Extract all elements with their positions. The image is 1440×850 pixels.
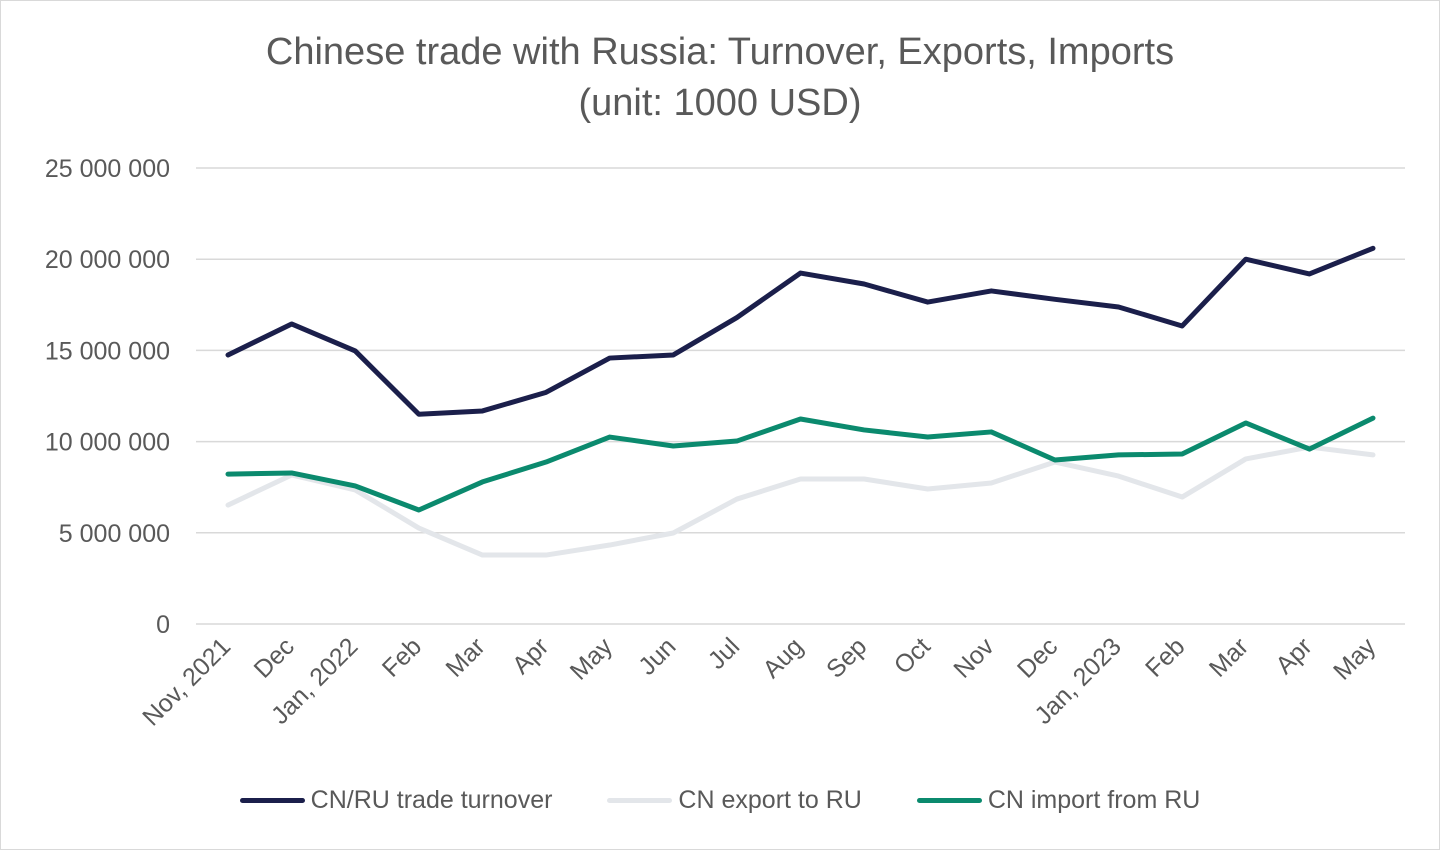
x-tick-label: Jul xyxy=(703,632,745,674)
x-tick-label: Aug xyxy=(757,632,808,683)
y-tick-label: 25 000 000 xyxy=(45,155,170,183)
x-tick-label: Dec xyxy=(249,632,300,683)
legend-swatch xyxy=(239,798,305,803)
x-tick-label: Apr xyxy=(1270,632,1317,679)
x-tick-label: Apr xyxy=(507,632,554,679)
x-tick-label: May xyxy=(1328,632,1382,686)
x-tick-label: Oct xyxy=(889,632,936,679)
y-tick-label: 20 000 000 xyxy=(45,246,170,274)
chart-title: Chinese trade with Russia: Turnover, Exp… xyxy=(265,31,1175,73)
x-tick-label: Feb xyxy=(1140,632,1190,682)
x-tick-label: Feb xyxy=(377,632,427,682)
y-tick-label: 0 xyxy=(156,611,170,639)
legend-item-import: CN import from RU xyxy=(916,786,1201,815)
chart-subtitle: (unit: 1000 USD) xyxy=(578,82,862,124)
y-tick-label: 5 000 000 xyxy=(59,520,170,548)
x-tick-label: Jun xyxy=(633,632,681,680)
x-tick-label: May xyxy=(565,632,619,686)
legend-label: CN export to RU xyxy=(678,786,862,814)
x-tick-label: Nov, 2021 xyxy=(137,632,236,731)
legend-label: CN import from RU xyxy=(987,786,1201,814)
x-tick-label: Nov xyxy=(948,632,1000,684)
x-tick-label: Mar xyxy=(440,632,490,682)
x-tick-label: Mar xyxy=(1204,632,1254,682)
legend-item-turnover: CN/RU trade turnover xyxy=(239,786,553,815)
legend-swatch xyxy=(916,798,982,803)
x-tick-label: Dec xyxy=(1012,632,1063,683)
legend: CN/RU trade turnover CN export to RU CN … xyxy=(0,786,1440,815)
series-line-2 xyxy=(225,415,1376,513)
legend-item-export: CN export to RU xyxy=(607,786,862,815)
legend-swatch xyxy=(607,798,673,803)
y-tick-label: 15 000 000 xyxy=(45,337,170,365)
y-tick-label: 10 000 000 xyxy=(45,429,170,457)
x-tick-label: Sep xyxy=(821,632,872,683)
legend-label: CN/RU trade turnover xyxy=(310,786,553,814)
